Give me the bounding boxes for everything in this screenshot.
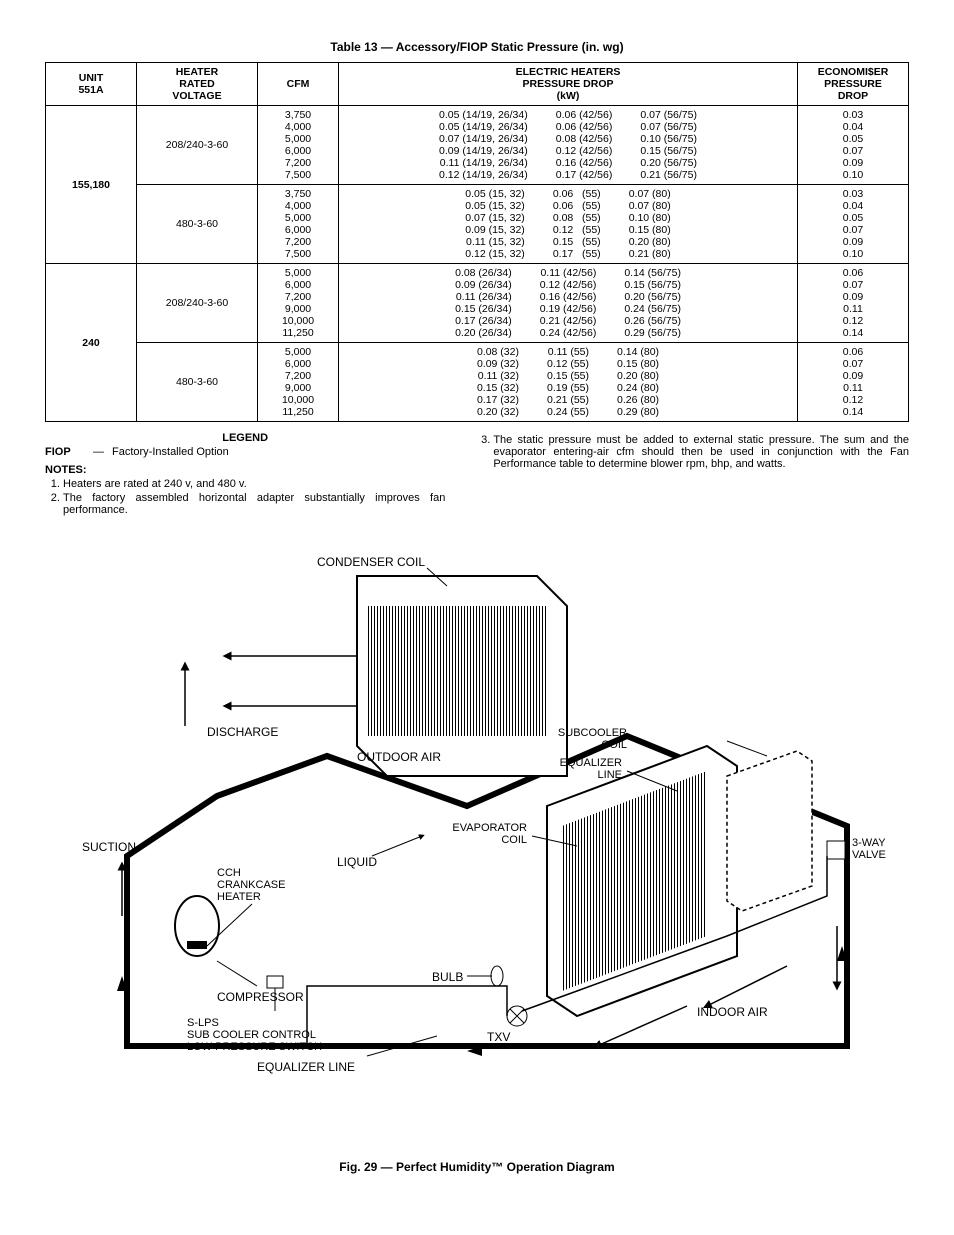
econ-cell: 0.03 0.04 0.05 0.07 0.09 0.10 <box>798 106 909 185</box>
voltage-cell: 208/240-3-60 <box>137 106 258 185</box>
label-cch: CCHCRANKCASEHEATER <box>217 867 285 903</box>
label-liquid: LIQUID <box>337 855 377 869</box>
cfm-cell: 3,750 4,000 5,000 6,000 7,200 7,500 <box>258 106 339 185</box>
label-indoor: INDOOR AIR <box>697 1005 768 1019</box>
note-3: The static pressure must be added to ext… <box>493 434 909 470</box>
unit-cell: 155,180 <box>46 106 137 264</box>
notes-title: NOTES: <box>45 464 445 476</box>
heaters-cell: 0.05 (15, 32) 0.05 (15, 32) 0.07 (15, 32… <box>339 185 798 264</box>
label-equalizer: EQUALIZERLINE <box>560 757 622 781</box>
th-heaters: ELECTRIC HEATERS PRESSURE DROP (kW) <box>339 63 798 106</box>
voltage-cell: 208/240-3-60 <box>137 264 258 343</box>
label-equalizer-line: EQUALIZER LINE <box>257 1060 355 1074</box>
legend-sep: — <box>93 446 104 458</box>
label-suction: SUCTION <box>82 840 136 854</box>
voltage-cell: 480-3-60 <box>137 343 258 422</box>
legend-title: LEGEND <box>45 432 445 444</box>
label-txv: TXV <box>487 1030 510 1044</box>
econ-cell: 0.06 0.07 0.09 0.11 0.12 0.14 <box>798 264 909 343</box>
econ-cell: 0.06 0.07 0.09 0.11 0.12 0.14 <box>798 343 909 422</box>
heaters-cell: 0.05 (14/19, 26/34) 0.05 (14/19, 26/34) … <box>339 106 798 185</box>
th-voltage: HEATER RATED VOLTAGE <box>137 63 258 106</box>
th-econ: ECONOMI$ER PRESSURE DROP <box>798 63 909 106</box>
cfm-cell: 5,000 6,000 7,200 9,000 10,000 11,250 <box>258 264 339 343</box>
cfm-cell: 3,750 4,000 5,000 6,000 7,200 7,500 <box>258 185 339 264</box>
heaters-cell: 0.08 (32) 0.09 (32) 0.11 (32) 0.15 (32) … <box>339 343 798 422</box>
heaters-cell: 0.08 (26/34) 0.09 (26/34) 0.11 (26/34) 0… <box>339 264 798 343</box>
table-title: Table 13 — Accessory/FIOP Static Pressur… <box>45 40 909 54</box>
label-compressor: COMPRESSOR <box>217 990 304 1004</box>
th-cfm: CFM <box>258 63 339 106</box>
label-outdoor: OUTDOOR AIR <box>357 750 441 764</box>
label-valve: 3-WAYVALVE <box>852 837 886 861</box>
label-bulb: BULB <box>432 970 463 984</box>
label-subcooler: SUBCOOLERCOIL <box>558 727 627 751</box>
legend-value: Factory-Installed Option <box>112 446 229 458</box>
legend-key: FIOP <box>45 446 85 458</box>
label-evaporator: EVAPORATORCOIL <box>452 822 527 846</box>
note-2: The factory assembled horizontal adapter… <box>63 492 445 516</box>
label-discharge: DISCHARGE <box>207 725 278 739</box>
econ-cell: 0.03 0.04 0.05 0.07 0.09 0.10 <box>798 185 909 264</box>
voltage-cell: 480-3-60 <box>137 185 258 264</box>
cfm-cell: 5,000 6,000 7,200 9,000 10,000 11,250 <box>258 343 339 422</box>
th-unit: UNIT 551A <box>46 63 137 106</box>
label-condenser: CONDENSER COIL <box>317 555 425 569</box>
figure-caption: Fig. 29 — Perfect Humidity™ Operation Di… <box>45 1160 909 1174</box>
note-1: Heaters are rated at 240 v, and 480 v. <box>63 478 445 490</box>
operation-diagram: CONDENSER COIL DISCHARGE OUTDOOR AIR IND… <box>45 546 909 1146</box>
label-slps: S-LPSSUB COOLER CONTROLLOW PRESSURE SWIT… <box>187 1017 322 1053</box>
unit-cell: 240 <box>46 264 137 422</box>
pressure-table: UNIT 551A HEATER RATED VOLTAGE CFM ELECT… <box>45 62 909 422</box>
